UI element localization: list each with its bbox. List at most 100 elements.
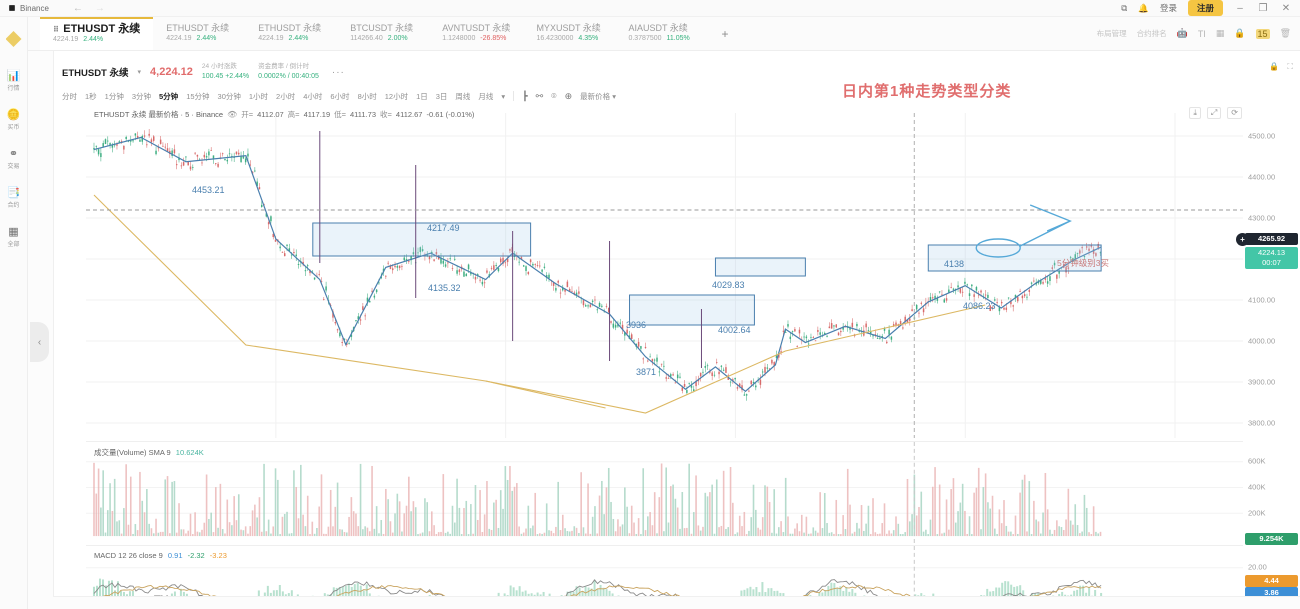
sidebar-collapse-handle[interactable]: ‹	[30, 322, 49, 362]
box-2	[629, 294, 755, 326]
rail-item-合约[interactable]: 📑 合约	[7, 187, 21, 209]
symbol-tab-2[interactable]: ETHUSDT 永续 4224.19 2.44%	[245, 17, 337, 50]
box-4	[927, 244, 1102, 272]
price-label-1: 4217.49	[427, 223, 460, 233]
fullscreen-icon[interactable]: ⛶	[1287, 62, 1293, 71]
timeframe-6小时[interactable]: 6小时	[330, 91, 350, 101]
download-icon[interactable]: ⤓	[1189, 107, 1201, 119]
symbol-tab-6[interactable]: AIAUSDT 永续 0.3787500 11.05%	[615, 17, 707, 50]
timeframe-3日[interactable]: 3日	[435, 91, 448, 101]
price-gridlines	[86, 113, 1243, 438]
trend-channel	[93, 194, 986, 414]
consolidation-boxes	[312, 222, 1102, 326]
timeframe-2小时[interactable]: 2小时	[276, 91, 296, 101]
trash-icon[interactable]: 🗑	[1279, 28, 1291, 38]
price-label-4: 3871	[636, 367, 657, 377]
timeframe-1分钟[interactable]: 1分钟	[104, 91, 124, 101]
lock-icon[interactable]: 🔒	[1269, 62, 1280, 71]
robot-icon[interactable]: 🤖	[1176, 28, 1188, 38]
timeframe-toolbar: 分时 1秒 1分钟 3分钟 5分钟 15分钟 30分钟 1小时 2小时 4小时 6小时 8小时 12小时…	[54, 86, 1300, 106]
symbol-info-bar: ETHUSDT 永续 ▾ 4,224.12 24 小时涨跌 100.45 +2.…	[54, 58, 1300, 86]
timeframe-5分钟[interactable]: 5分钟	[159, 91, 179, 101]
symbol-tab-5[interactable]: MYXUSDT 永续 16.4230000 4.35%	[523, 17, 615, 50]
rail-host: 📊 行情 🪙 买币 ⚭ 交易 📑 合约 ▦ 全部	[7, 70, 21, 248]
price-mode-selector[interactable]: 最新价格 ▾	[580, 91, 616, 101]
symbol-tab-0[interactable]: ⠿ ETHUSDT 永续 4224.19 2.44%	[40, 17, 154, 50]
symbol-tab-3[interactable]: BTCUSDT 永续 114266.40 2.00%	[337, 17, 429, 50]
timeframe-caret-icon[interactable]: ▾	[501, 91, 506, 101]
cast-icon[interactable]: ⧉	[1121, 2, 1128, 13]
fullscreen-expand-icon[interactable]: ⤢	[1206, 107, 1222, 119]
timeframe-1秒[interactable]: 1秒	[85, 91, 97, 101]
timeframe-月线[interactable]: 月线	[478, 91, 494, 101]
tab-drag-icon[interactable]: ⠿	[53, 25, 60, 34]
volume-tick: 600K	[1248, 456, 1266, 466]
candles-icon[interactable]: ┣	[522, 90, 528, 101]
bell-icon[interactable]: 🔔	[1138, 2, 1149, 13]
close-value: 4112.67	[395, 110, 423, 119]
price-axis[interactable]: 4500.00 4400.00 4300.00 4100.00 4000.00 …	[1236, 113, 1300, 438]
symbol-tab-label: ⠿ ETHUSDT 永续	[53, 23, 141, 35]
timeframe-4小时[interactable]: 4小时	[303, 91, 323, 101]
stat-label: 24 小时涨跌	[201, 63, 237, 70]
rail-item-label: 交易	[7, 164, 20, 170]
layout-manager-button[interactable]: 布局管理	[1096, 29, 1127, 38]
login-button[interactable]: 登录	[1159, 3, 1177, 13]
price-chart-pane[interactable]	[86, 113, 1243, 438]
contract-leaderboard-button[interactable]: 合约排名	[1136, 29, 1167, 38]
close-button[interactable]: ✕	[1281, 2, 1291, 14]
timeframe-3分钟[interactable]: 3分钟	[131, 91, 152, 101]
timeframe-8小时[interactable]: 8小时	[357, 91, 377, 101]
open-value: 4112.07	[257, 110, 284, 119]
timeframe-15分钟[interactable]: 15分钟	[186, 91, 210, 101]
lock-icon[interactable]: 🔒	[1234, 28, 1246, 38]
timeframe-分时[interactable]: 分时	[62, 91, 77, 101]
volume-legend: 成交量(Volume) SMA 9 10.624K	[94, 447, 204, 458]
volume-axis[interactable]: 600K 400K 200K 9.254K	[1243, 441, 1300, 545]
timeframe-1日[interactable]: 1日	[416, 91, 428, 101]
crosshair-add-icon[interactable]: +	[1236, 233, 1249, 246]
indicators-icon[interactable]: ⚯	[535, 90, 544, 101]
open-label: 开=	[241, 110, 254, 119]
symbol-tab-price: 114266.40 2.00%	[350, 35, 408, 42]
volume-pane[interactable]	[86, 441, 1243, 544]
price-label-5: 4029.83	[712, 280, 745, 290]
register-button[interactable]: 注册	[1187, 0, 1223, 16]
timeframe-周线[interactable]: 周线	[455, 91, 471, 101]
minimize-button[interactable]: –	[1237, 2, 1243, 14]
rail-item-全部[interactable]: ▦ 全部	[7, 226, 19, 248]
camera-icon[interactable]: ⌾	[551, 90, 557, 101]
text-icon[interactable]: TI	[1197, 28, 1206, 39]
countdown-price-badge: 4224.13 00:07	[1245, 247, 1298, 269]
zigzag-segments	[93, 136, 1102, 393]
timeframe-1小时[interactable]: 1小时	[248, 91, 269, 101]
chart-toolbar-right: ⤓ ⤢ ⟳	[1189, 107, 1242, 119]
symbol-name[interactable]: ETHUSDT 永续	[62, 68, 129, 79]
rail-item-买币[interactable]: 🪙 买币	[7, 109, 21, 131]
price-tick: 4100.00	[1248, 295, 1276, 305]
grid-icon[interactable]: ▦	[1215, 28, 1225, 38]
more-options-button[interactable]: ···	[331, 66, 345, 78]
refresh-icon[interactable]: ⟳	[1227, 107, 1242, 119]
symbol-tab-4[interactable]: AVNTUSDT 永续 1.1248000 -26.85%	[429, 17, 523, 50]
eye-icon[interactable]: 👁	[227, 110, 238, 119]
annotation-title: 日内第1种走势类型分类	[842, 83, 1012, 100]
symbol-tab-label: MYXUSDT 永续	[536, 23, 601, 33]
rail-item-交易[interactable]: ⚭ 交易	[7, 148, 19, 170]
symbol-caret-icon[interactable]: ▾	[137, 69, 142, 76]
back-arrow-icon[interactable]: ←	[72, 2, 83, 14]
rail-item-行情[interactable]: 📊 行情	[7, 70, 21, 92]
maximize-button[interactable]: ❐	[1258, 2, 1268, 14]
price-tick: 3800.00	[1248, 418, 1276, 428]
calendar-icon[interactable]: 15	[1255, 28, 1270, 39]
tabstrip-actions: 布局管理 合约排名 🤖 TI ▦ 🔒 15 🗑	[1097, 17, 1300, 50]
chart-legend: ETHUSDT 永续 最新价格 · 5 · Binance 👁 开= 4112.…	[94, 109, 474, 120]
forward-arrow-icon[interactable]: →	[94, 2, 105, 14]
volume-current-badge: 9.254K	[1245, 533, 1298, 545]
symbol-tab-1[interactable]: ETHUSDT 永续 4224.19 2.44%	[153, 17, 245, 50]
timeframe-12小时[interactable]: 12小时	[384, 91, 409, 101]
add-tab-button[interactable]: +	[721, 26, 729, 41]
timeframe-30分钟[interactable]: 30分钟	[217, 91, 241, 101]
settings-icon[interactable]: ⊕	[564, 90, 573, 101]
